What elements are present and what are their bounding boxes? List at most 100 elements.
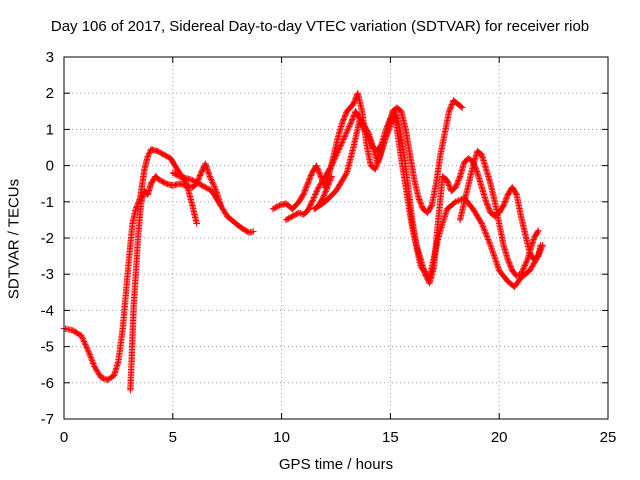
data-point-marker: [444, 178, 451, 185]
data-point-marker: [379, 143, 386, 151]
data-point-marker: [382, 134, 389, 142]
series-track-4: [269, 90, 466, 216]
data-point-marker: [502, 196, 509, 204]
data-point-marker: [331, 156, 338, 164]
data-point-marker: [384, 130, 391, 137]
data-point-marker: [448, 102, 455, 110]
data-point-marker: [87, 352, 94, 360]
data-point-marker: [90, 361, 98, 369]
data-point-marker: [384, 129, 391, 136]
data-point-marker: [505, 259, 513, 266]
data-point-marker: [520, 265, 527, 272]
data-point-marker: [145, 150, 153, 157]
data-point-marker: [418, 201, 425, 209]
data-point-marker: [327, 175, 334, 183]
data-point-marker: [487, 242, 494, 249]
data-point-marker: [456, 174, 463, 182]
data-point-marker: [532, 256, 540, 263]
data-point-marker: [495, 265, 502, 273]
data-point-marker: [522, 260, 529, 268]
data-point-marker: [446, 183, 453, 191]
data-point-marker: [211, 184, 219, 192]
data-point-marker: [484, 202, 491, 210]
data-point-marker: [85, 348, 92, 355]
data-point-marker: [342, 112, 349, 119]
data-point-marker: [342, 130, 350, 137]
data-point-marker: [209, 179, 216, 186]
data-point-marker: [485, 204, 492, 211]
data-point-marker: [457, 103, 465, 110]
data-point-marker: [532, 257, 539, 265]
data-point-marker: [488, 245, 495, 252]
data-point-marker: [327, 174, 335, 182]
data-point-marker: [350, 100, 357, 108]
data-point-marker: [323, 185, 330, 192]
data-point-marker: [78, 332, 85, 339]
data-point-marker: [336, 145, 343, 152]
data-point-marker: [376, 151, 384, 158]
data-point-marker: [381, 137, 388, 145]
data-point-marker: [325, 167, 332, 175]
data-point-marker: [325, 180, 333, 187]
data-point-marker: [486, 240, 494, 247]
data-point-marker: [339, 118, 346, 126]
data-point-marker: [383, 131, 390, 139]
data-point-marker: [295, 209, 303, 216]
data-point-marker: [94, 368, 101, 376]
data-point-marker: [493, 259, 500, 267]
data-point-marker: [330, 158, 337, 165]
data-point-marker: [478, 220, 485, 227]
data-point-marker: [519, 266, 527, 274]
data-point-marker: [381, 136, 389, 143]
data-point-marker: [386, 124, 393, 132]
data-point-marker: [193, 220, 200, 227]
data-point-marker: [212, 186, 219, 193]
data-point-marker: [445, 182, 453, 189]
data-point-marker: [339, 137, 346, 145]
data-point-marker: [85, 349, 93, 357]
data-point-marker: [480, 226, 488, 233]
data-point-marker: [482, 230, 490, 237]
data-point-marker: [417, 199, 424, 206]
data-point-marker: [82, 341, 89, 348]
data-point-marker: [322, 188, 329, 195]
data-point-marker: [528, 263, 536, 270]
data-point-marker: [321, 190, 328, 198]
data-point-marker: [327, 163, 335, 171]
data-point-marker: [523, 257, 531, 265]
data-point-marker: [534, 252, 542, 259]
data-point-marker: [507, 263, 514, 270]
data-point-marker: [347, 120, 354, 127]
data-point-marker: [452, 198, 459, 205]
data-point-marker: [207, 176, 215, 183]
data-point-marker: [334, 147, 342, 155]
y-tick-label: -6: [41, 375, 54, 392]
data-point-marker: [480, 224, 487, 232]
data-point-marker: [477, 219, 485, 226]
data-point-marker: [132, 205, 140, 213]
data-point-marker: [303, 181, 311, 189]
x-tick-label: 25: [600, 429, 617, 446]
data-point-marker: [337, 142, 344, 149]
data-point-marker: [538, 243, 546, 250]
data-point-marker: [340, 116, 347, 123]
data-point-marker: [518, 269, 525, 276]
data-point-marker: [209, 180, 217, 187]
data-point-marker: [483, 199, 490, 207]
data-point-marker: [385, 126, 393, 133]
series-track-3: [169, 169, 224, 209]
data-point-marker: [313, 188, 320, 195]
data-point-marker: [340, 136, 347, 143]
data-point-marker: [427, 203, 435, 210]
data-point-marker: [522, 259, 530, 266]
data-point-marker: [364, 128, 372, 135]
data-point-marker: [326, 177, 334, 184]
data-point-marker: [324, 184, 331, 191]
data-point-marker: [445, 180, 452, 188]
data-point-marker: [488, 246, 496, 253]
data-point-marker: [207, 174, 214, 182]
data-point-marker: [310, 195, 317, 203]
data-point-marker: [310, 194, 318, 201]
data-point-marker: [485, 237, 492, 245]
